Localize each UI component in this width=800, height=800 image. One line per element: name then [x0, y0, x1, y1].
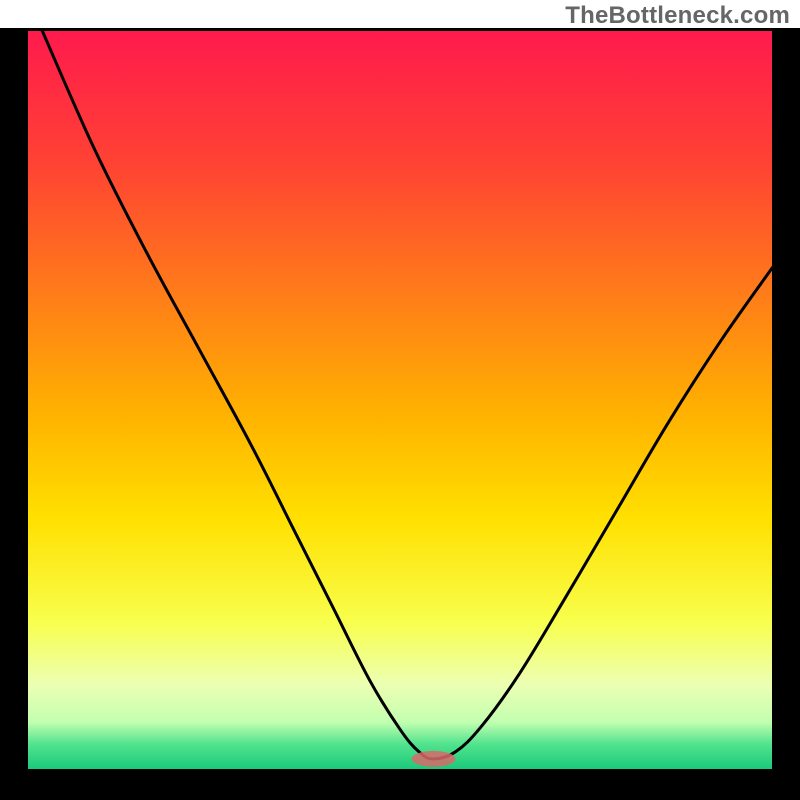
gradient-background	[27, 30, 773, 770]
chart-svg	[0, 0, 800, 800]
watermark-text: TheBottleneck.com	[565, 2, 790, 30]
chart-stage: TheBottleneck.com	[0, 0, 800, 800]
optimum-marker	[412, 751, 456, 767]
